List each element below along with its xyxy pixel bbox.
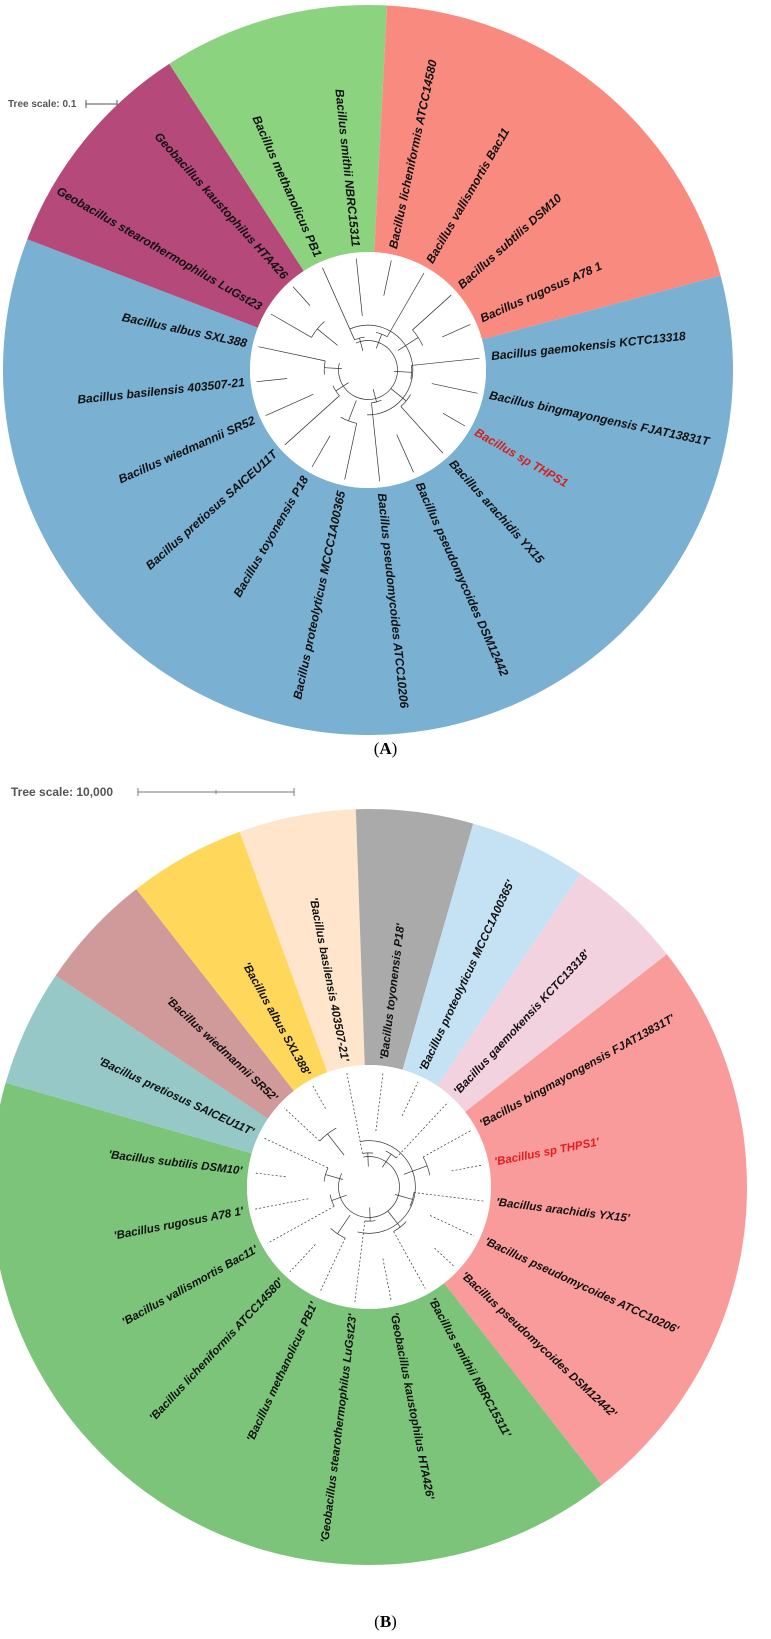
clade-arc [357, 1140, 416, 1234]
tree-branch [283, 1107, 320, 1142]
clade-sectors-b [0, 809, 747, 1565]
tree-branch [292, 286, 311, 306]
clade-arc [330, 1227, 346, 1239]
tree-branch [258, 346, 326, 362]
tree-branch [337, 1214, 351, 1234]
tree-branch [371, 402, 381, 482]
clade-sector [55, 889, 294, 1119]
clade-arc [338, 1156, 400, 1218]
tree-branch [312, 1085, 326, 1109]
tree-branch [359, 337, 364, 351]
tree-branch [256, 378, 288, 383]
tree-branch [442, 324, 471, 338]
tree-branch [346, 1073, 363, 1154]
clade-arc [385, 1150, 397, 1159]
tree-branch [355, 258, 363, 316]
tree-scale-label-a: Tree scale: 0.1 [8, 99, 77, 110]
clade-arc [319, 1127, 337, 1142]
tree-branch [284, 395, 340, 446]
tree-branch [270, 313, 312, 338]
tree-branch [375, 334, 383, 349]
tree-branch [253, 1172, 286, 1178]
clade-sector [444, 954, 747, 1485]
tree-branch [265, 394, 314, 416]
tree-branch [255, 1198, 309, 1210]
clade-sector [239, 809, 365, 1073]
clade-arc [329, 1194, 335, 1207]
tree-branch [372, 389, 377, 403]
tree-scale-b: Tree scale: 10,000 [11, 785, 295, 799]
tree-branch [387, 1210, 401, 1228]
tree-branch [354, 1220, 366, 1303]
tree-branch [451, 1164, 483, 1172]
tree-branch [434, 1247, 455, 1267]
tree-scale-label-b: Tree scale: 10,000 [11, 785, 113, 799]
clade-arc [311, 321, 325, 338]
panel-caption-a: (A) [373, 739, 398, 758]
panel-b: Tree scale: 10,000 'Bacillus basilensis … [0, 785, 747, 1565]
clade-sector [437, 873, 667, 1112]
clade-arc [375, 332, 388, 338]
tree-branch [375, 1071, 384, 1132]
tree-branch [344, 423, 358, 480]
inner-circle-a [250, 252, 486, 488]
clade-sector [402, 823, 581, 1086]
tree-branch [397, 337, 419, 351]
panel-caption-b: (B) [374, 1612, 397, 1631]
clade-sectors-a [3, 4, 733, 735]
panel-a: Tree scale: 0.1 Bacillus methanolicus PB… [3, 4, 733, 735]
clade-arc [364, 1220, 376, 1222]
clade-sector [355, 809, 474, 1070]
tree-branch [382, 1258, 392, 1301]
tree-branch [335, 382, 349, 392]
tree-branch [386, 272, 425, 337]
tree-branch [331, 1194, 347, 1201]
tree-branch [412, 294, 452, 331]
tree-branch [317, 328, 338, 346]
tree-branch [348, 400, 357, 422]
tree-branch [319, 1237, 346, 1293]
inner-circle-b [247, 1065, 491, 1309]
clade-arc [340, 416, 357, 424]
clade-arc [349, 324, 414, 416]
clade-arc [338, 340, 398, 400]
clade-arc [393, 1221, 407, 1232]
tree-branch [311, 435, 331, 468]
tree-branch [403, 1165, 428, 1175]
clade-sector [3, 239, 733, 735]
tree-branch [442, 413, 466, 427]
tree-branch [395, 1101, 449, 1159]
tree-branches-a [256, 258, 480, 482]
tree-branch [396, 434, 414, 473]
clade-sector [0, 1082, 602, 1565]
tree-branch [431, 383, 478, 394]
tree-branch [422, 1130, 471, 1158]
tree-branch [393, 1231, 426, 1289]
tree-branch [382, 1153, 392, 1168]
clade-arc [371, 399, 382, 404]
clade-sector [169, 4, 388, 272]
tree-branch [383, 260, 392, 296]
tree-scale-a: Tree scale: 0.1 [8, 99, 118, 110]
tree-branch [324, 367, 342, 369]
clade-arc [354, 336, 365, 341]
clade-sector [27, 63, 304, 328]
clade-sector [136, 831, 328, 1091]
clade-sector [5, 975, 268, 1154]
tree-branch [429, 1215, 475, 1237]
tree-branches-b [253, 1071, 485, 1303]
tree-branch [394, 371, 412, 373]
tree-branch [395, 1194, 413, 1200]
tree-branch [390, 388, 407, 402]
tree-branch [267, 1205, 335, 1244]
tree-branch [411, 357, 480, 366]
tree-branch [327, 1133, 345, 1156]
tree-branch [325, 1174, 343, 1180]
clade-sector [374, 5, 721, 340]
tree-branch [322, 267, 355, 340]
tree-branch [400, 406, 444, 454]
clade-arc [362, 1152, 374, 1154]
